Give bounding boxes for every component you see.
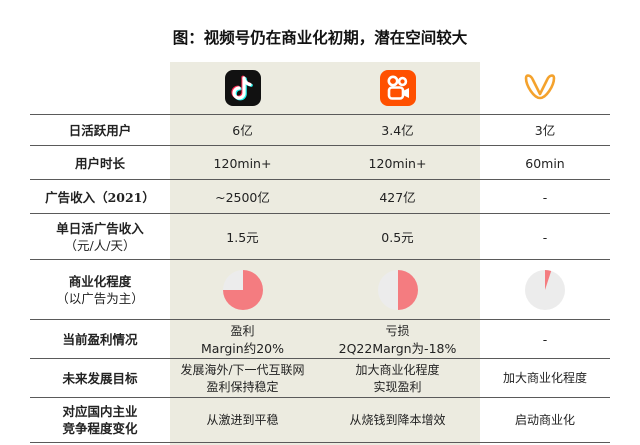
pie-slice: [222, 270, 263, 310]
kuaishou-commercialization-pie: [377, 270, 418, 310]
page-title: 图：视频号仍在商业化初期，潜在空间较大: [172, 28, 468, 47]
table-row: 商业化程度 （以广告为主）: [30, 259, 610, 320]
kuaishou-value: 从烧钱到降本增效: [349, 412, 446, 427]
douyin-value: 盈利 Margin约20%: [201, 323, 284, 356]
table-row: 未来发展目标 发展海外/下一代互联网 盈利保持稳定 加大商业化程度 实现盈利 加大商…: [30, 358, 610, 398]
channels-value: 启动商业化: [514, 412, 575, 427]
pie-slice: [545, 270, 552, 290]
douyin-column-background: [170, 62, 315, 445]
table-row: 对应国内主业 竞争程度变化 从激进到平稳 从烧钱到降本增效 启动商业化: [30, 397, 610, 443]
kuaishou-value: 3.4亿: [381, 123, 414, 138]
channels-value: 加大商业化程度: [502, 371, 587, 385]
kuaishou-value: 0.5元: [381, 229, 414, 245]
douyin-value: 从激进到平稳: [206, 412, 279, 427]
channels-value: -: [542, 229, 548, 245]
douyin-value: ~2500亿: [215, 189, 270, 205]
douyin-commercialization-pie: [222, 270, 263, 310]
douyin-value: 1.5元: [226, 229, 259, 245]
row-label: 单日活广告收入 （元/人/天）: [56, 221, 144, 253]
row-label: 未来发展目标: [62, 371, 138, 386]
channels-value: 60min: [525, 155, 565, 171]
row-label: 日活跃用户: [68, 123, 132, 138]
kuaishou-value: 加大商业化程度 实现盈利: [355, 362, 440, 394]
douyin-commercialization: [170, 260, 315, 320]
table-row: 日活跃用户 6亿 3.4亿 3亿: [30, 114, 610, 146]
row-label: 商业化程度 （以广告为主）: [56, 274, 144, 306]
row-label: 对应国内主业 竞争程度变化: [62, 404, 138, 436]
channels-commercialization-pie: [525, 270, 565, 310]
pie-slice: [397, 270, 418, 310]
douyin-value: 120min+: [213, 155, 272, 171]
kuaishou-value: 120min+: [368, 155, 427, 171]
douyin-value: 发展海外/下一代互联网 盈利保持稳定: [180, 362, 305, 394]
table-row: 用户时长 120min+ 120min+ 60min: [30, 145, 610, 180]
kuaishou-value: 亏损 2Q22Margn为-18%: [338, 323, 457, 356]
channels-commercialization: [480, 260, 610, 320]
kuaishou-commercialization: [315, 260, 480, 320]
douyin-value: 6亿: [232, 123, 253, 138]
table-row: 当前盈利情况 盈利 Margin约20% 亏损 2Q22Margn为-18% -: [30, 319, 610, 359]
row-label: 当前盈利情况: [62, 332, 138, 347]
kuaishou-logo-icon: [380, 70, 416, 106]
kuaishou-value: 427亿: [379, 189, 416, 205]
tiktok-logo-icon: [225, 70, 261, 106]
table-row: 广告收入（2021） ~2500亿 427亿 -: [30, 179, 610, 214]
kuaishou-column-background: [315, 62, 480, 445]
channels-value: -: [542, 332, 548, 347]
channels-value: 3亿: [534, 123, 556, 138]
wechat-channels-logo-icon: [522, 70, 558, 106]
table-row: 单日活广告收入 （元/人/天） 1.5元 0.5元 -: [30, 213, 610, 260]
channels-value: -: [542, 189, 548, 205]
row-label: 用户时长: [74, 155, 125, 171]
row-label: 广告收入（2021）: [45, 189, 155, 205]
